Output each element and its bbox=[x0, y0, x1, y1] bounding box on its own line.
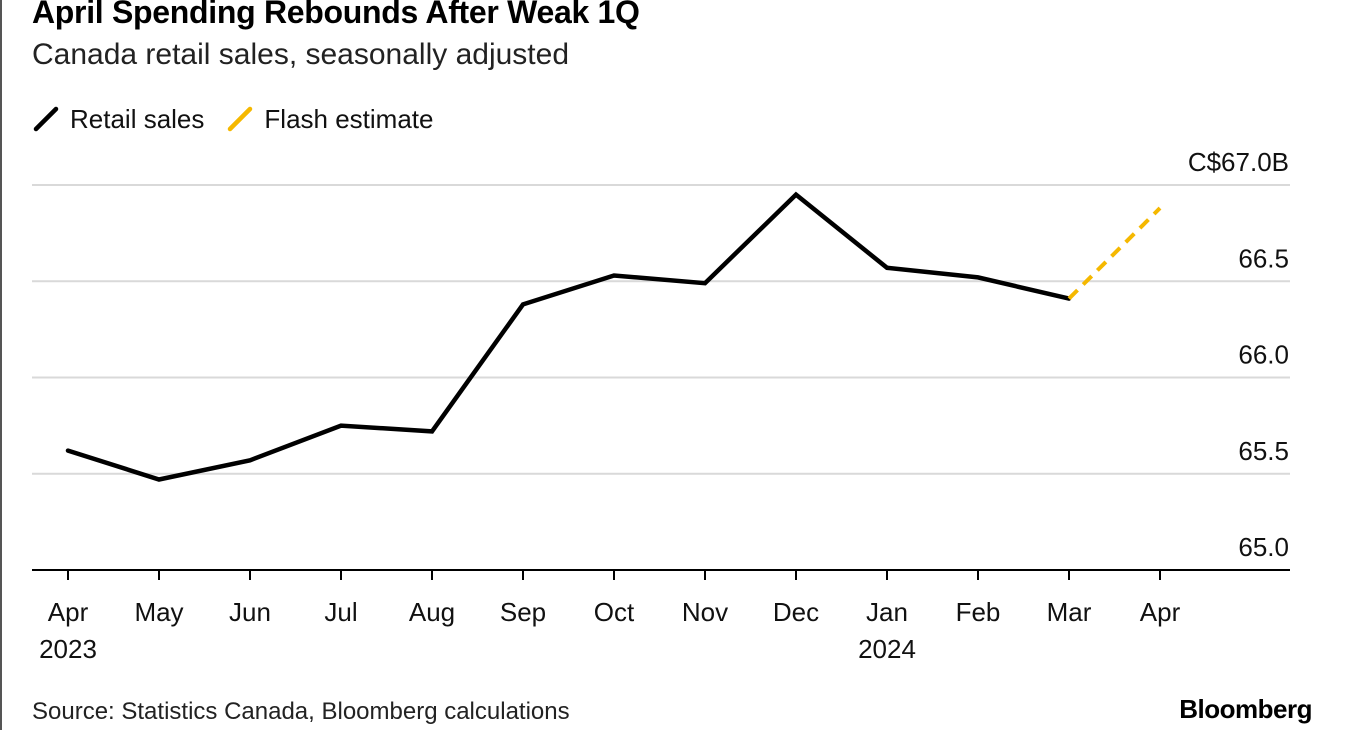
legend-item-retail-sales: Retail sales bbox=[32, 104, 204, 135]
grid-layer bbox=[32, 184, 1290, 475]
legend: Retail sales Flash estimate bbox=[32, 101, 455, 137]
x-tick-label: Dec bbox=[773, 597, 819, 627]
y-tick-label: 65.0 bbox=[1238, 532, 1289, 562]
chart-title: April Spending Rebounds After Weak 1Q bbox=[32, 0, 640, 30]
x-tick-label: Nov bbox=[682, 597, 728, 627]
series-line-flash-estimate bbox=[1067, 206, 1162, 301]
x-year-label: 2023 bbox=[39, 634, 97, 664]
y-tick-label: 66.5 bbox=[1238, 243, 1289, 273]
y-tick-label: C$67.0B bbox=[1188, 147, 1289, 177]
legend-label-flash-estimate: Flash estimate bbox=[264, 103, 434, 134]
x-tick-label: Aug bbox=[409, 597, 455, 627]
x-axis: Apr 2023 May Jun Jul Aug Sep Oct Nov Dec Jan 2024 Fe… bbox=[32, 569, 1290, 664]
y-tick-label: 65.5 bbox=[1238, 436, 1289, 466]
x-tick-label: Jan bbox=[866, 597, 908, 627]
legend-swatch-flash-estimate bbox=[228, 106, 253, 132]
series-layer bbox=[65, 191, 1162, 482]
x-tick-label: Apr bbox=[48, 597, 89, 627]
x-tick-label: Oct bbox=[594, 597, 635, 627]
source-note: Source: Statistics Canada, Bloomberg cal… bbox=[32, 698, 570, 725]
left-border bbox=[0, 0, 2, 730]
x-tick-label: Apr bbox=[1140, 597, 1181, 627]
x-tick-label: Feb bbox=[956, 597, 1001, 627]
x-tick-label: Jun bbox=[229, 597, 271, 627]
chart-subtitle: Canada retail sales, seasonally adjusted bbox=[32, 38, 569, 71]
x-tick-label: Sep bbox=[500, 597, 546, 627]
x-tick-label: Mar bbox=[1047, 597, 1092, 627]
x-year-label: 2024 bbox=[858, 634, 916, 664]
x-tick-label: May bbox=[134, 597, 183, 627]
legend-label-retail-sales: Retail sales bbox=[70, 103, 205, 134]
legend-item-flash-estimate: Flash estimate bbox=[226, 104, 433, 135]
legend-swatch-retail-sales bbox=[33, 106, 59, 132]
x-tick-label: Jul bbox=[324, 597, 357, 627]
bloomberg-logo: Bloomberg bbox=[1179, 694, 1312, 724]
y-tick-labels: 65.0 65.5 66.0 66.5 C$67.0B bbox=[1188, 147, 1289, 562]
series-line-retail-sales bbox=[65, 191, 1072, 482]
y-tick-label: 66.0 bbox=[1238, 340, 1289, 370]
